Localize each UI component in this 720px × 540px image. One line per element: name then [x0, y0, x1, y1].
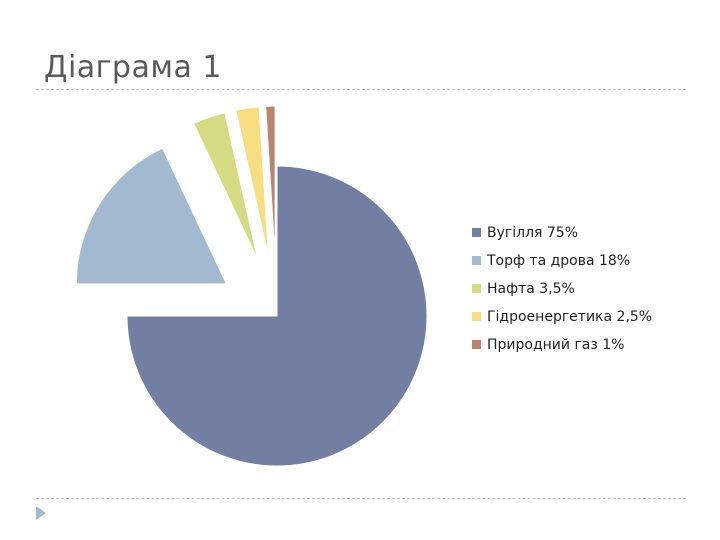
pie-slice-1 — [75, 147, 228, 285]
legend-item: Нафта 3,5% — [472, 278, 687, 300]
legend-item: Природний газ 1% — [472, 334, 687, 356]
page-title: Діаграма 1 — [44, 50, 222, 85]
pie-slice-0 — [126, 165, 428, 467]
pie-slice-2 — [193, 112, 259, 260]
legend-label: Вугілля 75% — [487, 225, 579, 241]
legend-label: Торф та дрова 18% — [487, 253, 631, 269]
legend-label: Природний газ 1% — [487, 337, 625, 353]
legend-swatch — [472, 228, 481, 237]
chart-legend: Вугілля 75% Торф та дрова 18% Нафта 3,5% Гі… — [472, 222, 687, 362]
legend-swatch — [472, 312, 481, 321]
legend-label: Гідроенергетика 2,5% — [487, 309, 653, 325]
title-divider — [36, 89, 686, 90]
slide-marker-icon — [36, 506, 46, 520]
pie-slice-4 — [265, 105, 276, 257]
legend-label: Нафта 3,5% — [487, 281, 575, 297]
legend-item: Вугілля 75% — [472, 222, 687, 244]
legend-swatch — [472, 284, 481, 293]
footer-divider — [36, 498, 686, 499]
legend-swatch — [472, 340, 481, 349]
legend-item: Гідроенергетика 2,5% — [472, 306, 687, 328]
pie-slice-3 — [235, 106, 270, 257]
legend-swatch — [472, 256, 481, 265]
legend-item: Торф та дрова 18% — [472, 250, 687, 272]
